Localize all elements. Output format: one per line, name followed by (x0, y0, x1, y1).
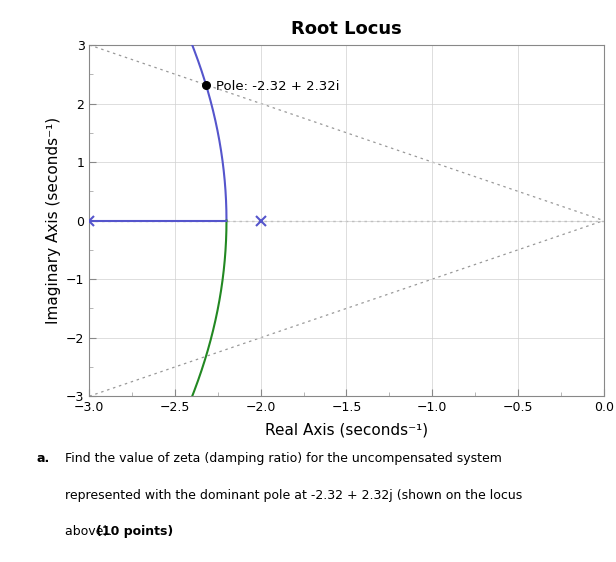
Text: represented with the dominant pole at -2.32 + 2.32j (shown on the locus: represented with the dominant pole at -2… (57, 489, 522, 502)
X-axis label: Real Axis (seconds⁻¹): Real Axis (seconds⁻¹) (265, 423, 428, 437)
Text: above).: above). (57, 525, 116, 538)
Text: (10 points): (10 points) (96, 525, 173, 538)
Title: Root Locus: Root Locus (291, 20, 402, 38)
Text: a.: a. (37, 452, 51, 465)
Text: Pole: -2.32 + 2.32i: Pole: -2.32 + 2.32i (216, 80, 339, 93)
Y-axis label: Imaginary Axis (seconds⁻¹): Imaginary Axis (seconds⁻¹) (46, 117, 60, 324)
Text: Find the value of zeta (damping ratio) for the uncompensated system: Find the value of zeta (damping ratio) f… (57, 452, 502, 465)
